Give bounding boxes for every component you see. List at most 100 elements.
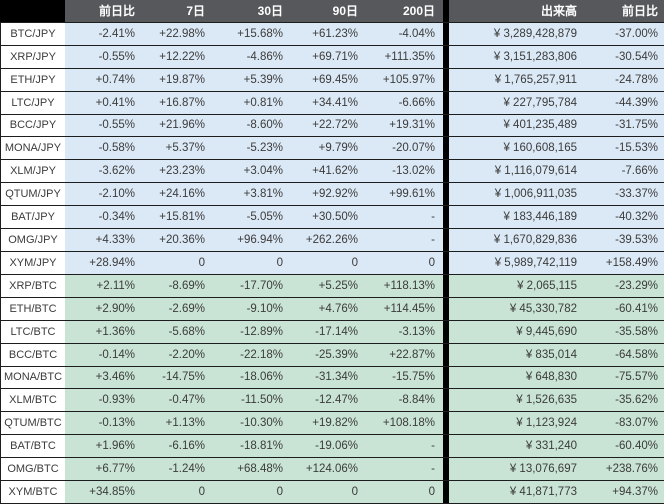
change-200d-value: +118.13%: [366, 274, 443, 297]
change-90d-value: -25.39%: [291, 343, 366, 366]
change-90d-value: 0: [291, 481, 366, 503]
change-7d-value: 0: [143, 251, 213, 274]
volume-value: ¥ 648,830: [449, 366, 584, 389]
change-200d-value: -15.75%: [366, 366, 443, 389]
volume-change-value: -35.62%: [584, 389, 664, 412]
change-90d-value: +34.41%: [291, 91, 366, 114]
volume-value: ¥ 9,445,690: [449, 320, 584, 343]
change-90d-value: -12.47%: [291, 389, 366, 412]
change-90d-value: +124.06%: [291, 458, 366, 481]
change-90d-value: +9.79%: [291, 137, 366, 160]
header-col-7d: 7日: [186, 4, 205, 19]
change-7d-value: -0.47%: [143, 389, 213, 412]
section-divider: [443, 45, 449, 68]
daily-change-value: +3.46%: [65, 366, 143, 389]
pair-label: XRP/BTC: [0, 274, 65, 297]
change-7d-value: +20.36%: [143, 229, 213, 251]
table-row: XYM/BTC +34.85% 0 0 0 0 ¥ 41,871,773 +94…: [0, 481, 664, 504]
daily-change-value: -0.58%: [65, 137, 143, 160]
change-30d-value: -10.30%: [213, 412, 291, 435]
volume-value: ¥ 2,065,115: [449, 274, 584, 297]
daily-change-value: +2.90%: [65, 297, 143, 320]
volume-change-value: -39.53%: [584, 229, 664, 251]
table-row: XYM/JPY +28.94% 0 0 0 0 ¥ 5,989,742,119 …: [0, 251, 664, 275]
header-row: 前日比 7日 30日 90日 200日 出来高 前日比: [0, 0, 664, 23]
change-30d-value: +68.48%: [213, 458, 291, 481]
change-200d-value: +105.97%: [366, 68, 443, 91]
section-divider: [443, 22, 449, 45]
pair-label: OMG/JPY: [0, 229, 65, 251]
change-90d-value: +92.92%: [291, 183, 366, 206]
header-col-volume-change: 前日比: [621, 4, 658, 19]
volume-change-value: -60.40%: [584, 435, 664, 458]
change-7d-value: -2.69%: [143, 297, 213, 320]
volume-value: ¥ 1,006,911,035: [449, 183, 584, 206]
pair-label: QTUM/JPY: [0, 183, 65, 206]
volume-change-value: +94.37%: [584, 481, 664, 503]
volume-change-value: -31.75%: [584, 114, 664, 137]
section-divider: [443, 274, 449, 297]
change-30d-value: -4.86%: [213, 45, 291, 68]
change-90d-value: 0: [291, 251, 366, 274]
volume-change-value: +238.76%: [584, 458, 664, 481]
change-7d-value: -6.16%: [143, 435, 213, 458]
section-divider: [443, 320, 449, 343]
change-7d-value: -8.69%: [143, 274, 213, 297]
table-row: XRP/JPY -0.55% +12.22% -4.86% +69.71% +1…: [0, 45, 664, 69]
section-divider: [443, 412, 449, 435]
change-90d-value: +41.62%: [291, 160, 366, 183]
change-7d-value: +5.37%: [143, 137, 213, 160]
volume-value: ¥ 331,240: [449, 435, 584, 458]
table-row: BAT/JPY -0.34% +15.81% -5.05% +30.50% - …: [0, 206, 664, 230]
daily-change-value: -0.34%: [65, 206, 143, 229]
change-200d-value: -20.07%: [366, 137, 443, 160]
volume-value: ¥ 3,151,283,806: [449, 45, 584, 68]
pair-label: XYM/BTC: [0, 481, 65, 503]
daily-change-value: +1.96%: [65, 435, 143, 458]
change-30d-value: -22.18%: [213, 343, 291, 366]
volume-value: ¥ 401,235,489: [449, 114, 584, 137]
daily-change-value: +1.36%: [65, 320, 143, 343]
change-200d-value: -: [366, 435, 443, 458]
volume-value: ¥ 1,123,924: [449, 412, 584, 435]
volume-value: ¥ 1,765,257,911: [449, 68, 584, 91]
pair-label: XYM/JPY: [0, 251, 65, 274]
section-divider: [443, 435, 449, 458]
volume-value: ¥ 13,076,697: [449, 458, 584, 481]
change-200d-value: +22.87%: [366, 343, 443, 366]
section-divider: [443, 91, 449, 114]
volume-value: ¥ 5,989,742,119: [449, 251, 584, 274]
header-pair-cell: [0, 0, 65, 22]
volume-change-value: -64.58%: [584, 343, 664, 366]
pair-label: LTC/BTC: [0, 320, 65, 343]
change-200d-value: -13.02%: [366, 160, 443, 183]
header-col-30d: 30日: [257, 4, 283, 19]
section-divider: [443, 0, 449, 22]
section-divider: [443, 229, 449, 251]
daily-change-value: -3.62%: [65, 160, 143, 183]
pair-label: MONA/BTC: [0, 366, 65, 389]
change-200d-value: -3.13%: [366, 320, 443, 343]
change-30d-value: 0: [213, 251, 291, 274]
change-90d-value: +30.50%: [291, 206, 366, 229]
volume-change-value: -37.00%: [584, 22, 664, 45]
table-row: XRP/BTC +2.11% -8.69% -17.70% +5.25% +11…: [0, 274, 664, 298]
change-200d-value: +111.35%: [366, 45, 443, 68]
pair-label: QTUM/BTC: [0, 412, 65, 435]
volume-value: ¥ 835,014: [449, 343, 584, 366]
change-7d-value: -14.75%: [143, 366, 213, 389]
change-7d-value: +19.87%: [143, 68, 213, 91]
change-200d-value: -4.04%: [366, 22, 443, 45]
pair-label: BCC/BTC: [0, 343, 65, 366]
pair-label: MONA/JPY: [0, 137, 65, 160]
change-90d-value: -31.34%: [291, 366, 366, 389]
change-7d-value: -2.20%: [143, 343, 213, 366]
volume-value: ¥ 160,608,165: [449, 137, 584, 160]
volume-value: ¥ 1,670,829,836: [449, 229, 584, 251]
pair-label: ETH/BTC: [0, 297, 65, 320]
daily-change-value: +0.41%: [65, 91, 143, 114]
change-30d-value: -5.23%: [213, 137, 291, 160]
change-7d-value: +15.81%: [143, 206, 213, 229]
table-row: BAT/BTC +1.96% -6.16% -18.81% -19.06% - …: [0, 435, 664, 459]
